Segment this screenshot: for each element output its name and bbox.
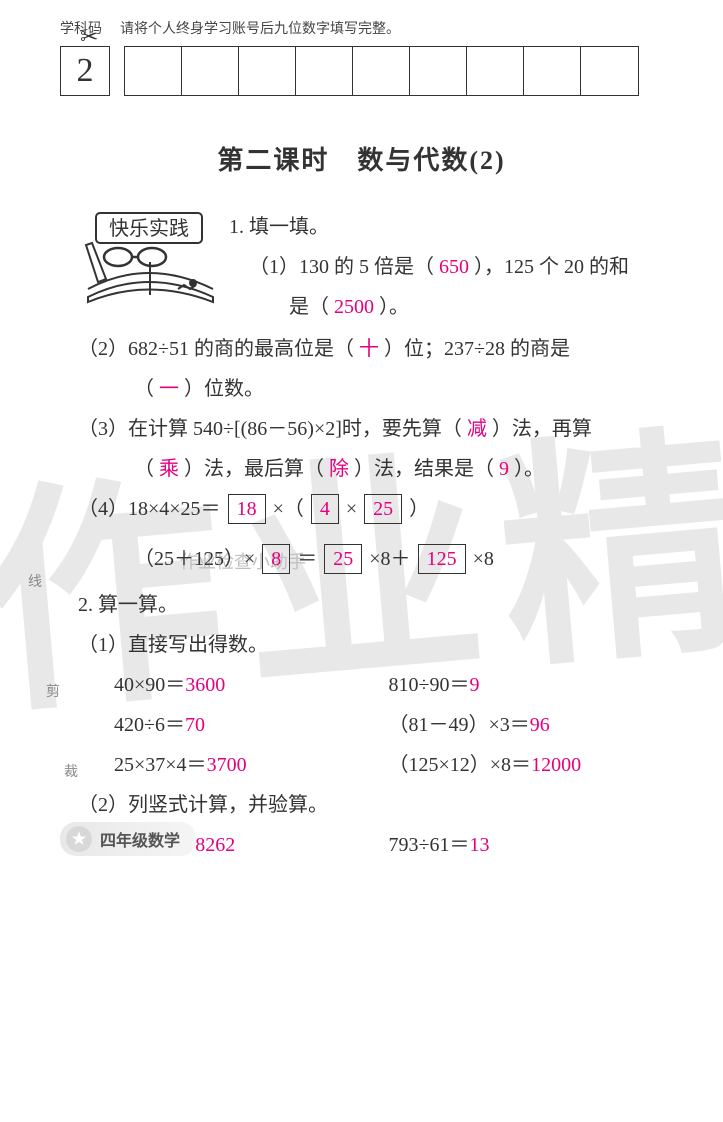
code-row: 2: [0, 46, 723, 106]
q1p4-c: （25＋125）×: [134, 548, 255, 570]
q1p1-ans1: 650: [439, 256, 469, 278]
q1p1-a: （1）130 的 5 倍是（: [249, 256, 434, 278]
q1p3-ans4: 9: [499, 458, 509, 480]
instruction-label: 请将个人终身学习账号后九位数字填写完整。: [120, 18, 400, 38]
grid-cell[interactable]: [239, 47, 296, 95]
q1p4-mid2: ×: [346, 498, 357, 520]
q1p3-ans2: 乘: [159, 458, 179, 480]
q1p1-d: ）。: [379, 296, 409, 318]
star-icon: ★: [66, 826, 92, 852]
subject-code-box: 2: [60, 46, 110, 96]
q1p4-b6: 125: [418, 544, 466, 574]
q1p4-b5: 25: [324, 544, 362, 574]
c5q: 25×37×4＝: [114, 754, 207, 776]
q1p2-a: （2）682÷51 的商的最高位是（: [78, 338, 354, 360]
q1p4-b2: 4: [311, 494, 339, 524]
doodle-image: 快乐实践: [78, 207, 223, 312]
page-title: 第二课时 数与代数(2): [0, 140, 723, 177]
q1p3-ans3: 除: [329, 458, 349, 480]
c3a: 70: [185, 714, 205, 736]
grid-cell[interactable]: [524, 47, 581, 95]
c1q: 40×90＝: [114, 674, 185, 696]
q1p3-ans1: 减: [467, 418, 487, 440]
q1p2-d: ）位数。: [184, 378, 264, 400]
q1p3-b: ）法，再算: [492, 418, 592, 440]
q1p3-c: （: [134, 458, 154, 480]
q1p2-ans2: 一: [159, 378, 179, 400]
q1p2-ans1: 十: [359, 338, 379, 360]
q1p3-a: （3）在计算 540÷[(86－56)×2]时，要先算（: [78, 418, 462, 440]
q1p4-end1: ）: [409, 498, 429, 520]
grid-cell[interactable]: [467, 47, 524, 95]
q1p3-f: ）。: [514, 458, 544, 480]
grid-cell[interactable]: [410, 47, 467, 95]
q1p4-b1: 18: [228, 494, 266, 524]
q1p4-b4: 8: [262, 544, 290, 574]
c5a: 3700: [207, 754, 247, 776]
q1p1-c: 是（: [289, 296, 329, 318]
q2-label: 算一算。: [98, 594, 178, 616]
q1p4-mid3: ×8＋: [369, 548, 410, 570]
grid-cell[interactable]: [125, 47, 182, 95]
c4a: 96: [530, 714, 550, 736]
q1p3-d: ）法，最后算（: [184, 458, 324, 480]
q1-label: 填一填。: [249, 216, 329, 238]
header-row: 学科码 请将个人终身学习账号后九位数字填写完整。: [0, 0, 723, 46]
account-grid: [124, 46, 639, 96]
c1a: 3600: [185, 674, 225, 696]
footer: ★ 四年级数学 99: [60, 817, 723, 861]
c6a: 12000: [531, 754, 581, 776]
q2p1-label: （1）直接写出得数。: [78, 625, 663, 665]
c2a: 9: [469, 674, 479, 696]
q1p4-eq: ＝: [297, 548, 317, 570]
c4q: （81－49）×3＝: [389, 714, 530, 736]
q1p3-e: ）法，结果是（: [354, 458, 494, 480]
q1p4-end2: ×8: [473, 548, 494, 570]
c3q: 420÷6＝: [114, 714, 185, 736]
c2q: 810÷90＝: [389, 674, 470, 696]
c6q: （125×12）×8＝: [389, 754, 532, 776]
grade-label: 四年级数学: [100, 827, 180, 851]
grid-cell[interactable]: [581, 47, 638, 95]
q1p4-mid1: ×（: [273, 498, 304, 520]
q2-num: 2.: [78, 594, 93, 616]
grid-cell[interactable]: [353, 47, 410, 95]
q1-num: 1.: [229, 216, 244, 238]
q1p4-a: （4）18×4×25＝: [78, 498, 221, 520]
grade-tag: ★ 四年级数学: [60, 822, 196, 856]
q1p1-b: ），125 个 20 的和: [474, 256, 629, 278]
scissors-icon: ✂: [80, 24, 98, 49]
q1p1-ans2: 2500: [334, 296, 374, 318]
grid-cell[interactable]: [296, 47, 353, 95]
svg-text:快乐实践: 快乐实践: [109, 217, 189, 240]
q1p2-c: （: [134, 378, 154, 400]
grid-cell[interactable]: [182, 47, 239, 95]
q1p2-b: ）位；237÷28 的商是: [384, 338, 570, 360]
content-area: 快乐实践 1. 填一填。 （1）130 的 5 倍是（ 650 ），125 个 …: [0, 207, 723, 865]
q1p4-b3: 25: [364, 494, 402, 524]
q1-row: 快乐实践 1. 填一填。 （1）130 的 5 倍是（ 650 ），125 个 …: [78, 207, 663, 327]
